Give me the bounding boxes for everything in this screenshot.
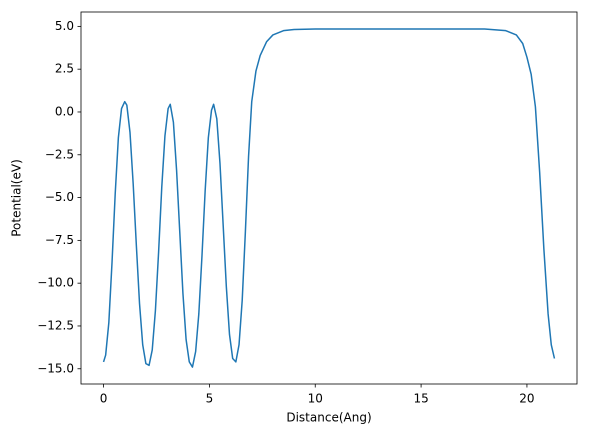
y-tick-label: −15.0 [37, 361, 74, 375]
x-tick-label: 5 [206, 392, 214, 406]
y-tick-label: −2.5 [45, 147, 74, 161]
x-tick-label: 15 [413, 392, 428, 406]
y-tick-label: −7.5 [45, 233, 74, 247]
x-tick-label: 20 [519, 392, 534, 406]
data-line [102, 28, 556, 368]
y-tick-label: 5.0 [55, 19, 74, 33]
plot-frame [80, 11, 578, 385]
y-tick-label: −5.0 [45, 190, 74, 204]
y-tick-label: −12.5 [37, 318, 74, 332]
x-axis-label: Distance(Ang) [286, 411, 371, 425]
y-tick-label: 2.5 [55, 62, 74, 76]
y-axis-label: Potential(eV) [10, 159, 24, 237]
y-tick-label: −10.0 [37, 276, 74, 290]
x-tick-label: 10 [308, 392, 323, 406]
x-tick-label: 0 [100, 392, 108, 406]
y-tick-label: 0.0 [55, 104, 74, 118]
